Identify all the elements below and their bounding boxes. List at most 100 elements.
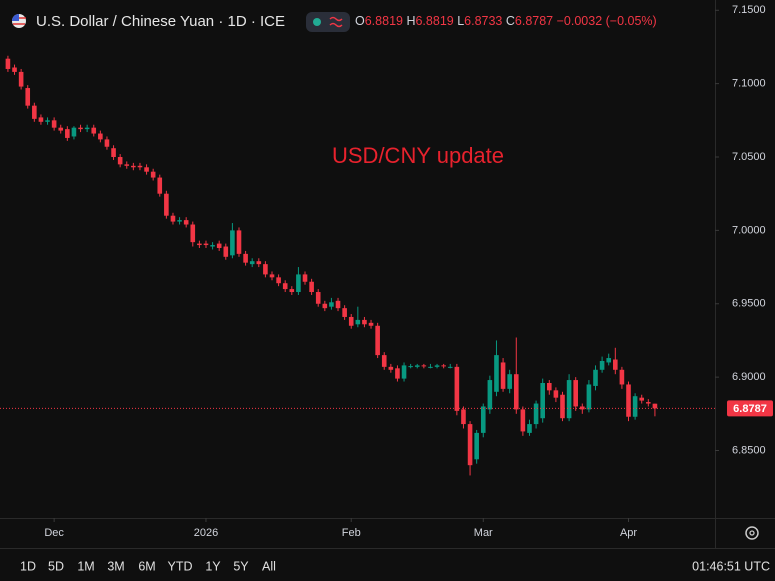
candle-body bbox=[441, 365, 446, 367]
candle-body bbox=[500, 362, 506, 389]
candle-body bbox=[639, 397, 645, 401]
candle-body bbox=[65, 129, 70, 138]
candle-body bbox=[210, 245, 215, 247]
candle-body bbox=[414, 365, 420, 367]
candle-body bbox=[111, 148, 116, 158]
candle-body bbox=[606, 358, 612, 363]
candle-body bbox=[25, 88, 31, 106]
candle-body bbox=[58, 127, 64, 131]
candle-body bbox=[626, 384, 631, 417]
candle-body bbox=[520, 409, 526, 432]
candle-body bbox=[513, 374, 519, 410]
range-button[interactable]: 5D bbox=[48, 559, 64, 573]
range-button[interactable]: 5Y bbox=[233, 559, 249, 573]
candle-body bbox=[243, 253, 248, 263]
candle-body bbox=[401, 365, 407, 379]
candle-body bbox=[395, 368, 400, 379]
ohlc-letter: C bbox=[506, 14, 515, 28]
ohlc-value: 6.8819 bbox=[365, 14, 403, 28]
range-button[interactable]: All bbox=[262, 559, 276, 573]
range-button[interactable]: 3M bbox=[107, 559, 124, 573]
candle-body bbox=[117, 157, 123, 165]
clock: 01:46:51 UTC bbox=[692, 559, 770, 573]
y-tick-label: 6.9000 bbox=[732, 371, 766, 383]
status-pill[interactable] bbox=[306, 12, 350, 32]
y-tick-label: 6.8500 bbox=[732, 444, 766, 456]
candle-body bbox=[388, 366, 394, 370]
candle-body bbox=[12, 67, 17, 72]
ohlc-letter: H bbox=[406, 14, 415, 28]
x-tick-label: Mar bbox=[474, 527, 493, 539]
candle-body bbox=[223, 246, 229, 257]
annotation: USD/CNY update bbox=[332, 143, 504, 168]
candle-body bbox=[447, 366, 453, 368]
candle-body bbox=[474, 432, 479, 460]
candle-body bbox=[348, 316, 354, 326]
candle-body bbox=[494, 355, 499, 392]
candle-body bbox=[177, 220, 182, 222]
candle-body bbox=[461, 409, 466, 425]
candle-body bbox=[434, 365, 440, 367]
candle-body bbox=[289, 289, 295, 293]
y-tick-label: 7.0000 bbox=[732, 224, 766, 236]
ohlc-value: 6.8787 bbox=[515, 14, 553, 28]
candle-body bbox=[104, 139, 110, 147]
candle-body bbox=[309, 281, 314, 293]
range-button[interactable]: YTD bbox=[168, 559, 193, 573]
candle-body bbox=[408, 366, 413, 368]
candle-body bbox=[573, 380, 578, 407]
candle-body bbox=[131, 165, 136, 168]
y-tick-label: 7.1000 bbox=[732, 78, 766, 90]
candle-body bbox=[91, 127, 97, 134]
ohlc-value: 6.8819 bbox=[415, 14, 453, 28]
range-button[interactable]: 1M bbox=[77, 559, 94, 573]
candle-body bbox=[527, 424, 532, 433]
candle-body bbox=[613, 359, 618, 370]
candle-body bbox=[249, 261, 255, 265]
x-tick-label: Feb bbox=[342, 527, 361, 539]
y-tick-label: 7.1500 bbox=[732, 4, 766, 16]
range-button[interactable]: 6M bbox=[138, 559, 155, 573]
settings-icon[interactable] bbox=[745, 526, 759, 540]
candle-body bbox=[632, 396, 638, 417]
candle-body bbox=[190, 224, 196, 243]
candle-body bbox=[480, 406, 486, 433]
candle-body bbox=[183, 220, 189, 225]
candle-body bbox=[137, 165, 143, 168]
ohlc-change: −0.0032 (−0.05%) bbox=[557, 14, 657, 28]
candle-body bbox=[32, 105, 37, 119]
candle-body bbox=[652, 403, 658, 409]
candle-body bbox=[157, 177, 163, 194]
x-tick-label: Dec bbox=[44, 527, 64, 539]
candle-body bbox=[203, 243, 209, 246]
candle-body bbox=[216, 243, 222, 248]
candle-body bbox=[355, 319, 361, 325]
candle-body bbox=[593, 369, 598, 386]
candle-body bbox=[368, 322, 374, 326]
candle-body bbox=[236, 230, 242, 254]
ohlc-letter: O bbox=[355, 14, 365, 28]
candle-body bbox=[170, 215, 176, 222]
range-button[interactable]: 1D bbox=[20, 559, 36, 573]
candle-body bbox=[646, 402, 651, 404]
range-button[interactable]: 1Y bbox=[205, 559, 221, 573]
candle-body bbox=[230, 230, 235, 256]
candle-body bbox=[619, 369, 625, 385]
candle-body bbox=[256, 261, 262, 265]
candle-body bbox=[566, 380, 572, 419]
x-tick-label: Apr bbox=[620, 527, 637, 539]
candle-body bbox=[164, 193, 169, 216]
candle-body bbox=[553, 390, 559, 398]
candle-body bbox=[381, 355, 387, 367]
candle-body bbox=[150, 171, 156, 178]
flag-icon bbox=[12, 14, 26, 28]
candle-body bbox=[84, 127, 90, 130]
candle-body bbox=[276, 277, 281, 284]
candle-body bbox=[375, 325, 380, 356]
candle-body bbox=[322, 303, 328, 309]
candle-body bbox=[144, 167, 149, 172]
candle-body bbox=[467, 424, 473, 466]
